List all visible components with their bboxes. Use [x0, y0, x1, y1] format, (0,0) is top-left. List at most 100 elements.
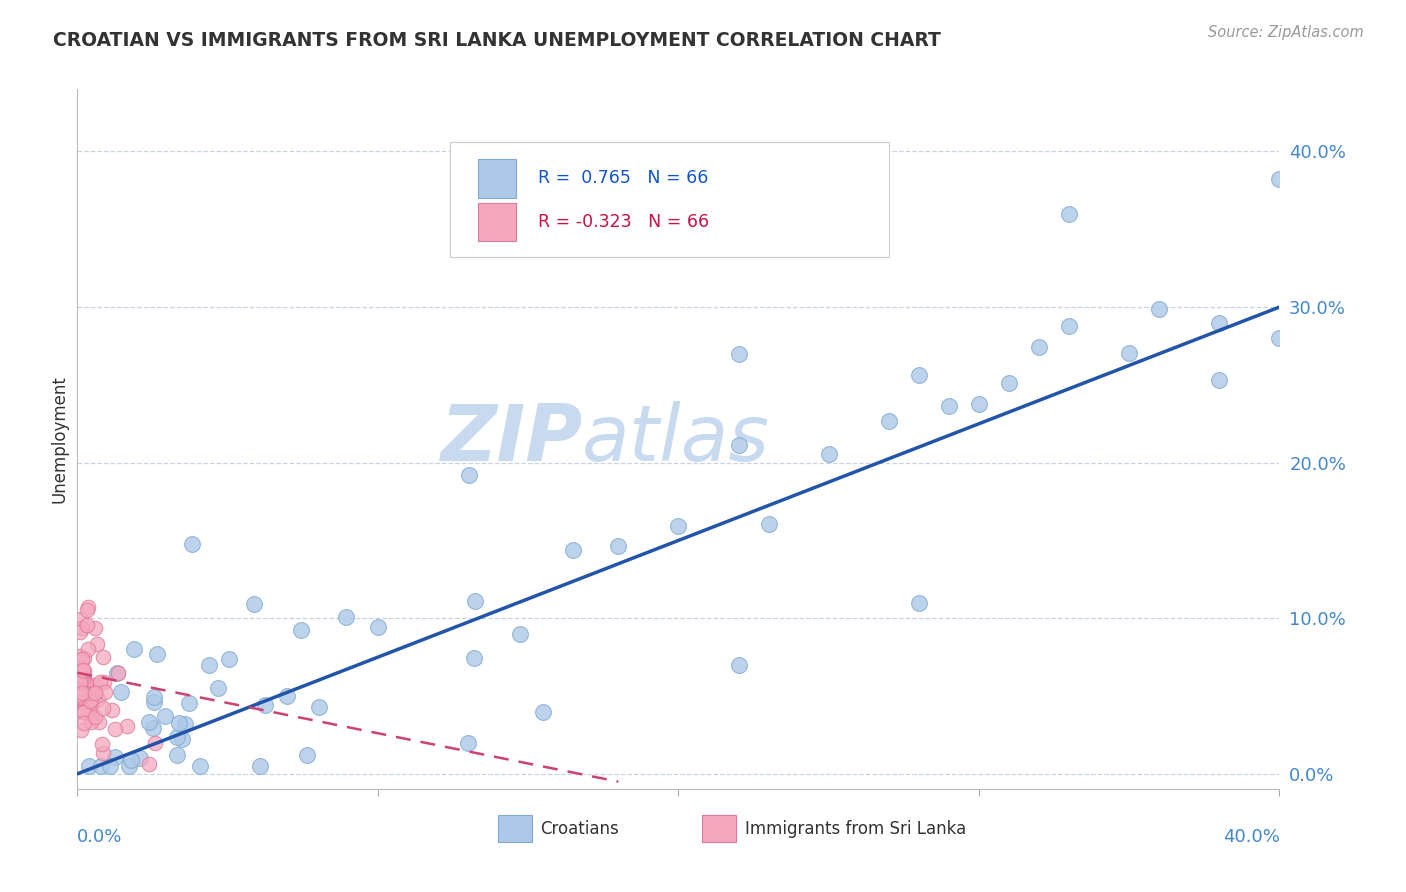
Point [1208, 316, 1230, 330]
Point [73, 664, 96, 678]
Point [76, 618, 98, 632]
Point [1268, 172, 1291, 186]
Point [69, 679, 91, 693]
Point [91, 737, 114, 751]
Point [82, 708, 104, 723]
Point [73, 682, 96, 697]
Point [295, 747, 318, 762]
Point [727, 347, 749, 361]
Point [197, 658, 219, 673]
Point [77, 641, 100, 656]
Point [72, 715, 94, 730]
Point [118, 759, 141, 773]
Bar [498, 815, 531, 842]
Point [82, 693, 104, 707]
Point [76, 603, 98, 617]
Text: atlas: atlas [582, 401, 770, 477]
Point [83, 678, 105, 692]
Point [1057, 318, 1080, 333]
Point [69, 649, 91, 664]
Point [967, 397, 990, 411]
Point [464, 594, 486, 608]
Point [145, 647, 167, 661]
Point [70, 669, 93, 683]
Point [70, 690, 93, 704]
Point [70, 691, 93, 706]
Bar [703, 815, 737, 842]
Point [84, 710, 107, 724]
Point [73, 686, 96, 700]
Y-axis label: Unemployment: Unemployment [51, 376, 69, 503]
Point [72, 672, 94, 686]
Point [70, 686, 93, 700]
Bar [478, 159, 516, 198]
Point [138, 757, 160, 772]
Text: 40.0%: 40.0% [1223, 828, 1279, 846]
Point [69, 659, 91, 673]
Point [276, 690, 298, 704]
Point [72, 667, 94, 681]
Point [75, 675, 97, 690]
Bar [478, 202, 516, 241]
Point [207, 681, 229, 696]
Point [105, 665, 128, 680]
Point [998, 376, 1021, 390]
Text: CROATIAN VS IMMIGRANTS FROM SRI LANKA UNEMPLOYMENT CORRELATION CHART: CROATIAN VS IMMIGRANTS FROM SRI LANKA UN… [53, 31, 941, 50]
Point [457, 736, 479, 750]
Point [76, 683, 98, 698]
Point [70, 687, 93, 701]
Point [79, 700, 101, 714]
Point [77, 681, 100, 695]
Point [166, 730, 188, 744]
Point [110, 684, 132, 698]
Point [531, 705, 554, 719]
Point [79, 701, 101, 715]
Point [758, 517, 780, 532]
Point [243, 597, 266, 611]
Text: R =  0.765   N = 66: R = 0.765 N = 66 [537, 169, 709, 187]
Point [308, 699, 330, 714]
Point [727, 438, 749, 452]
Point [79, 694, 101, 708]
Point [166, 748, 188, 763]
Point [83, 620, 105, 634]
Point [73, 650, 96, 665]
Point [73, 695, 96, 709]
Point [155, 709, 177, 723]
Point [177, 696, 200, 710]
Text: Croatians: Croatians [540, 820, 619, 838]
Point [73, 671, 96, 685]
Point [668, 519, 690, 533]
Point [170, 732, 193, 747]
Point [69, 688, 91, 702]
Point [727, 657, 749, 672]
Point [93, 674, 115, 689]
Point [84, 685, 107, 699]
Point [89, 714, 111, 729]
Point [120, 753, 142, 767]
Point [86, 636, 108, 650]
Point [80, 715, 103, 730]
Point [463, 650, 485, 665]
Point [938, 399, 960, 413]
Point [90, 759, 112, 773]
Point [249, 759, 271, 773]
Point [458, 467, 481, 482]
Point [72, 677, 94, 691]
Point [73, 705, 96, 719]
Point [509, 627, 531, 641]
Point [290, 624, 312, 638]
Point [607, 539, 630, 553]
Point [77, 759, 100, 773]
Point [143, 736, 166, 750]
Point [77, 706, 100, 721]
FancyBboxPatch shape [450, 142, 889, 257]
Point [173, 716, 195, 731]
Point [142, 690, 165, 704]
Point [70, 621, 93, 635]
Point [70, 652, 93, 666]
Point [138, 714, 160, 729]
Point [115, 718, 138, 732]
Point [72, 705, 94, 719]
Point [89, 675, 111, 690]
